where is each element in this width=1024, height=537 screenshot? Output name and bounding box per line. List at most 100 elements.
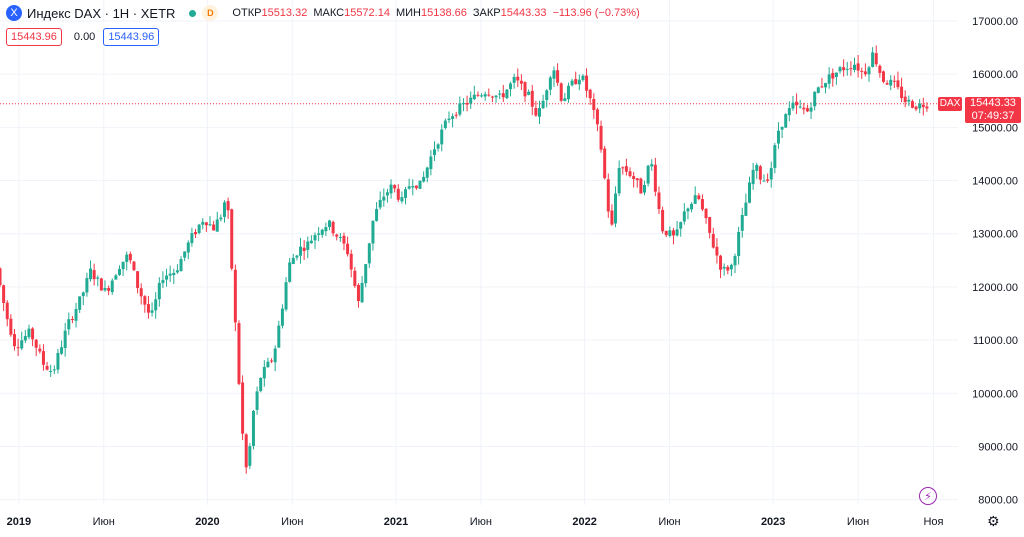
candle-up (845, 68, 849, 70)
candle-up (27, 328, 31, 338)
candle-down (715, 246, 719, 256)
candle-up (469, 97, 473, 104)
candle-up (157, 282, 161, 300)
candle-up (161, 280, 165, 284)
candle-down (342, 235, 346, 244)
candle-up (527, 91, 531, 95)
candle-down (237, 323, 241, 384)
symbol-title[interactable]: Индекс DAX · 1H · XETR (27, 5, 176, 21)
candle-up (570, 80, 574, 86)
candle-up (400, 197, 404, 202)
y-tick-label: 8000.00 (978, 495, 1018, 507)
candle-down (465, 103, 469, 105)
candle-up (418, 180, 422, 189)
low-label: МИН (395, 7, 421, 19)
candle-down (588, 89, 592, 99)
candle-down (574, 79, 578, 85)
candle-down (639, 178, 643, 194)
candle-down (874, 53, 878, 65)
candle-down (878, 65, 882, 73)
candle-down (657, 192, 661, 210)
low-value: 15138.66 (420, 7, 467, 19)
y-tick-label: 15000.00 (972, 122, 1018, 134)
candle-down (335, 234, 339, 237)
candle-up (918, 103, 922, 109)
candle-up (74, 309, 78, 321)
candle-up (867, 67, 871, 75)
candle-up (650, 164, 654, 167)
candle-up (150, 310, 154, 313)
candle-up (375, 209, 379, 221)
candle-down (671, 230, 675, 236)
candle-up (784, 114, 788, 128)
candle-down (885, 83, 889, 85)
candle-down (34, 339, 38, 348)
candle-up (255, 391, 259, 410)
candle-down (12, 334, 16, 347)
candle-up (248, 446, 252, 466)
candle-down (914, 106, 918, 110)
chart-legend: X Индекс DAX · 1H · XETR D ОТКР 15513.32… (6, 4, 646, 22)
candle-up (219, 217, 223, 220)
candle-down (603, 148, 607, 179)
candle-down (849, 68, 853, 70)
candle-up (266, 361, 270, 368)
candle-up (762, 180, 766, 182)
candle-up (168, 273, 172, 276)
candle-up (89, 268, 93, 280)
candle-down (331, 221, 335, 234)
x-tick-label: Июн (847, 516, 869, 528)
gear-icon[interactable]: ⚙ (987, 513, 1000, 529)
candle-down (143, 296, 147, 305)
candle-down (414, 185, 418, 189)
candle-down (132, 261, 136, 271)
candle-down (487, 94, 491, 96)
candle-up (432, 149, 436, 156)
candle-down (910, 101, 914, 108)
y-tick-label: 12000.00 (972, 282, 1018, 294)
candle-up (23, 336, 27, 341)
x-tick-label: Июн (470, 516, 492, 528)
candle-down (9, 318, 13, 335)
x-tick-label: 2021 (384, 516, 408, 528)
y-tick-label: 9000.00 (978, 441, 1018, 453)
candle-up (566, 85, 570, 100)
candle-down (900, 86, 904, 99)
delayed-badge[interactable]: D (202, 5, 219, 21)
candle-down (349, 253, 353, 270)
buy-button[interactable]: 15443.96 (103, 28, 160, 46)
candle-up (541, 100, 545, 109)
candle-down (704, 208, 708, 219)
candle-up (577, 79, 581, 85)
y-tick-label: 14000.00 (972, 176, 1018, 188)
high-label: МАКС (313, 7, 345, 19)
candle-down (700, 199, 704, 210)
candle-up (693, 195, 697, 204)
sell-button[interactable]: 15443.96 (6, 28, 62, 46)
candle-down (516, 76, 520, 81)
candle-up (309, 240, 313, 244)
candle-up (110, 280, 114, 293)
candle-up (327, 220, 331, 228)
candle-up (834, 72, 838, 78)
candle-down (726, 267, 730, 271)
candle-up (809, 107, 813, 112)
candle-up (440, 129, 444, 145)
candle-down (621, 167, 625, 169)
candle-down (820, 86, 824, 88)
lightning-icon[interactable]: ⚡ (919, 487, 937, 505)
candle-up (483, 94, 487, 97)
symbol-price-tag: DAX (938, 97, 962, 111)
candle-up (512, 76, 516, 83)
candle-up (889, 79, 893, 86)
candle-up (769, 168, 773, 180)
candle-down (653, 164, 657, 192)
candle-up (183, 251, 187, 258)
candle-up (458, 103, 462, 115)
candle-up (371, 220, 375, 244)
candle-down (139, 288, 143, 297)
candle-up (548, 77, 552, 90)
candle-down (476, 94, 480, 96)
candle-down (45, 365, 49, 370)
